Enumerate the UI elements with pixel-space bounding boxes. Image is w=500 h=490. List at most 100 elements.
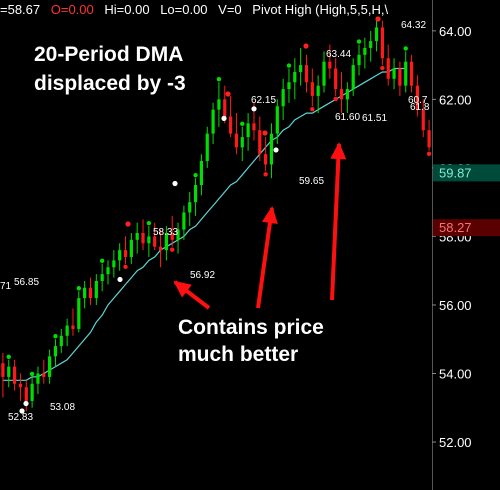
pivot-low-label: 60.7 — [408, 95, 428, 106]
candle — [123, 236, 128, 270]
candle-body — [42, 373, 46, 377]
candle — [356, 39, 362, 76]
candle — [71, 308, 75, 336]
candle — [369, 30, 373, 62]
candle — [216, 77, 222, 127]
candle — [228, 95, 233, 138]
candle-body — [404, 61, 408, 86]
candle — [36, 366, 40, 395]
pivot-low-label: 52.83 — [8, 412, 33, 423]
candle — [246, 113, 250, 151]
candle — [234, 113, 239, 155]
pivot-high-label: 63.44 — [326, 49, 351, 60]
candle-body — [228, 116, 233, 134]
candle — [94, 274, 98, 305]
candle-body — [170, 233, 174, 240]
candle-body — [199, 161, 204, 186]
candle-body — [328, 61, 332, 69]
candle-body — [293, 71, 297, 83]
candle — [398, 61, 402, 96]
candle — [351, 58, 355, 96]
signal-dot — [403, 46, 408, 51]
callout-line1: Contains price — [178, 316, 324, 339]
candle — [48, 349, 52, 384]
candle — [363, 37, 367, 69]
candle — [1, 352, 5, 398]
arrow-shaft — [256, 207, 274, 309]
candle-body — [88, 287, 93, 299]
candle-body — [94, 280, 98, 299]
candle-body — [281, 89, 285, 107]
pivot-high-label: 71 — [0, 281, 12, 292]
candle-body — [427, 130, 431, 148]
pivot-low-marker — [19, 408, 25, 414]
arrow-to-61-60 — [330, 142, 347, 301]
candle-body — [264, 154, 268, 165]
candle-body — [217, 99, 221, 110]
signal-dot — [53, 334, 58, 339]
candle — [59, 328, 63, 353]
candle — [299, 47, 303, 86]
candle-body — [30, 383, 34, 401]
candle — [76, 286, 82, 333]
pivot-low-label: 53.08 — [50, 402, 75, 413]
candle — [310, 68, 315, 112]
candle — [135, 222, 139, 254]
signal-dot — [356, 39, 362, 44]
dma-title-line2: displaced by -3 — [34, 72, 186, 95]
header-open: O=0.00 — [50, 2, 94, 17]
signal-dot — [263, 172, 268, 177]
candle-body — [193, 185, 198, 203]
pivot-high-label: 56.85 — [14, 277, 39, 288]
current-price-badge-text: 59.87 — [439, 165, 472, 180]
arrow-head — [173, 280, 192, 298]
dma-line — [2, 67, 406, 381]
signal-dot — [99, 258, 105, 264]
candle-body — [287, 82, 291, 90]
signal-dot — [310, 107, 315, 112]
candle — [345, 82, 349, 114]
candle — [106, 260, 110, 285]
pivot-high-marker — [375, 16, 381, 22]
arrow-to-56-92 — [173, 280, 211, 310]
candle — [392, 58, 396, 90]
pivot-low-marker — [251, 106, 257, 112]
candle-body — [106, 267, 110, 275]
header-pivot: Pivot High (High,5,5,H,\ — [252, 2, 389, 17]
candle — [328, 44, 332, 79]
candle — [380, 20, 385, 71]
candle — [304, 54, 309, 93]
candle-body — [77, 298, 81, 329]
candle-body — [334, 68, 338, 90]
pivot-low-marker — [172, 180, 178, 187]
candle — [281, 78, 285, 120]
candle — [269, 123, 274, 179]
candle — [88, 277, 93, 305]
candle-body — [211, 109, 215, 134]
candle-body — [205, 133, 209, 162]
candle-body — [7, 366, 11, 377]
candle-body — [59, 335, 63, 347]
candle — [141, 219, 145, 251]
last-price-badge-text: 58.27 — [439, 220, 472, 235]
candle-body — [269, 133, 274, 165]
y-tick-label: 56.00 — [439, 298, 472, 313]
candle-body — [415, 85, 420, 110]
candle-body — [83, 287, 87, 299]
candle-body — [304, 65, 309, 83]
candle — [403, 46, 408, 93]
candle-body — [188, 202, 192, 213]
candle — [240, 121, 245, 162]
y-tick-label: 62.00 — [439, 92, 472, 107]
dma-title-line1: 20-Period DMA — [34, 43, 184, 66]
candle — [153, 222, 157, 251]
candle-body — [1, 363, 5, 377]
candle-body — [36, 373, 40, 384]
candle-body — [409, 61, 414, 86]
candle — [193, 172, 198, 216]
signal-dot — [240, 121, 245, 126]
candle — [333, 58, 338, 102]
pivot-high-marker — [262, 130, 268, 136]
candle — [176, 222, 180, 254]
